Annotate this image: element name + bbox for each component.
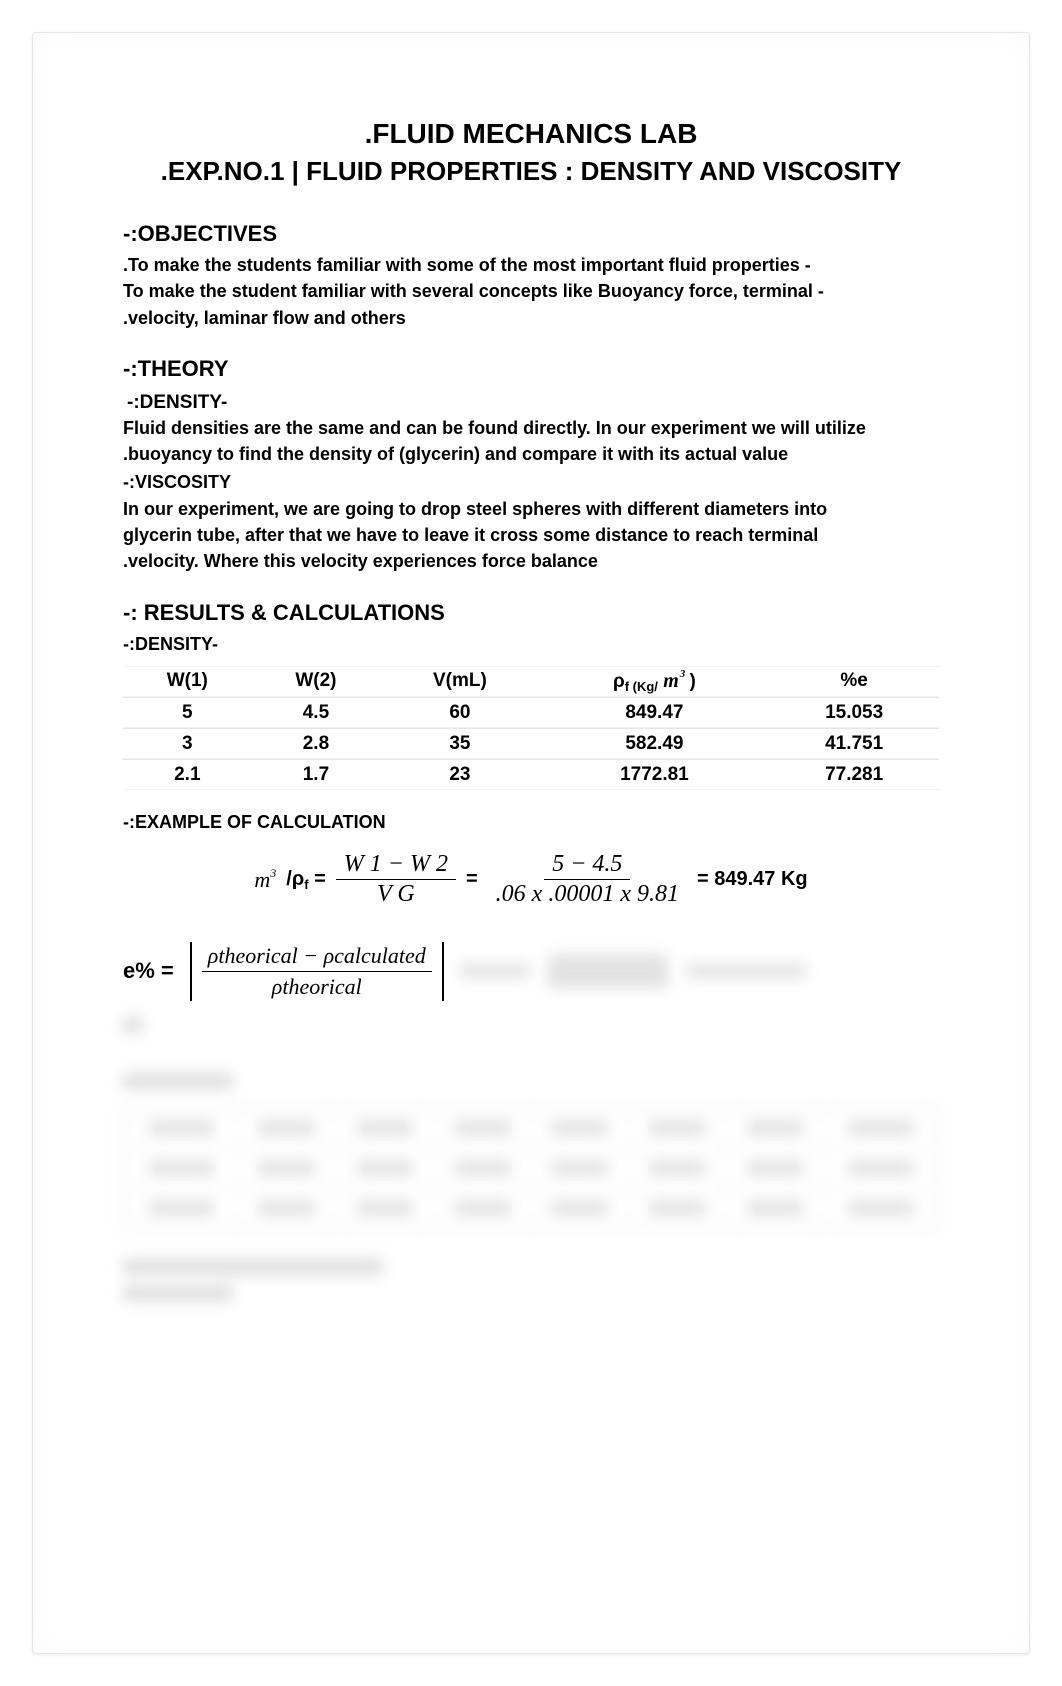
eq-frac1-den: V G	[369, 880, 423, 907]
heading-results: -: RESULTS & CALCULATIONS	[123, 600, 939, 626]
cell: 23	[380, 759, 539, 790]
cell: 2.8	[252, 728, 381, 759]
rho-sub: f (Kg/	[625, 679, 658, 694]
cell: 77.281	[769, 759, 939, 790]
blurred-remainder	[123, 1017, 939, 1301]
eq-sup3: 3	[270, 866, 276, 880]
density-table-body: 5 4.5 60 849.47 15.053 3 2.8 35 582.49 4…	[123, 697, 939, 790]
cell: 35	[380, 728, 539, 759]
table-row: 3 2.8 35 582.49 41.751	[123, 728, 939, 759]
eq-rho-prefix: /ρ	[286, 868, 304, 890]
unit-p3: 3	[680, 668, 686, 680]
col-e: %e	[769, 666, 939, 697]
heading-objectives: -:OBJECTIVES	[123, 221, 939, 247]
theory-viscosity-line: .velocity. Where this velocity experienc…	[123, 549, 939, 573]
cell: 4.5	[252, 697, 381, 728]
cell: 60	[380, 697, 539, 728]
cell: 849.47	[540, 697, 770, 728]
eq-frac2-den: .06 x .00001 x 9.81	[488, 880, 687, 907]
density-table: W(1) W(2) V(mL) ρf (Kg/ m3 ) %e 5	[123, 666, 939, 790]
theory-viscosity-line: In our experiment, we are going to drop …	[123, 497, 939, 521]
title-sub: .EXP.NO.1 | FLUID PROPERTIES : DENSITY A…	[123, 156, 939, 187]
equation-error: e% = ρtheorical − ρcalculated ρtheorical	[123, 942, 939, 1001]
objective-line: To make the student familiar with severa…	[123, 279, 939, 303]
table-row: 2.1 1.7 23 1772.81 77.281	[123, 759, 939, 790]
title-main: .FLUID MECHANICS LAB	[123, 118, 939, 150]
col-w1: W(1)	[123, 666, 252, 697]
eq-m: m	[254, 867, 270, 892]
eq-result: = 849.47 Kg	[697, 868, 808, 891]
subheading-viscosity: -:VISCOSITY	[123, 470, 939, 494]
table-row: 5 4.5 60 849.47 15.053	[123, 697, 939, 728]
cell: 582.49	[540, 728, 770, 759]
table-header-row: W(1) W(2) V(mL) ρf (Kg/ m3 ) %e	[123, 666, 939, 697]
col-w2: W(2)	[252, 666, 381, 697]
rho-close: )	[690, 671, 696, 692]
cell: 5	[123, 697, 252, 728]
eq-equals2: =	[466, 868, 478, 891]
err-num: ρtheorical − ρcalculated	[202, 944, 432, 972]
eq-equals: =	[314, 868, 326, 890]
rho-symbol: ρ	[613, 671, 625, 692]
page-wrap: .FLUID MECHANICS LAB .EXP.NO.1 | FLUID P…	[0, 0, 1062, 1686]
objective-line: .To make the students familiar with some…	[123, 253, 939, 277]
col-rho: ρf (Kg/ m3 )	[540, 666, 770, 697]
objective-line: .velocity, laminar flow and others	[123, 306, 939, 330]
eq-rho-sub: f	[304, 877, 308, 892]
subheading-density: -:DENSITY-	[127, 392, 939, 414]
cell: 1.7	[252, 759, 381, 790]
example-heading: -:EXAMPLE OF CALCULATION	[123, 810, 939, 834]
cell: 1772.81	[540, 759, 770, 790]
err-den: ρtheorical	[266, 972, 368, 999]
unit-m: m	[663, 670, 679, 692]
theory-density-line: .buoyancy to find the density of (glycer…	[123, 442, 939, 466]
theory-density-line: Fluid densities are the same and can be …	[123, 416, 939, 440]
theory-viscosity-line: glycerin tube, after that we have to lea…	[123, 523, 939, 547]
equation-density: m3 /ρf = W 1 − W 2 V G = 5 − 4.5 .06 x .…	[123, 852, 939, 907]
cell: 41.751	[769, 728, 939, 759]
heading-theory: -:THEORY	[123, 356, 939, 382]
document-sheet: .FLUID MECHANICS LAB .EXP.NO.1 | FLUID P…	[32, 32, 1030, 1654]
col-v: V(mL)	[380, 666, 539, 697]
subheading-density-results: -:DENSITY-	[123, 632, 939, 656]
eq-frac1-num: W 1 − W 2	[336, 852, 456, 880]
blurred-table	[123, 1107, 939, 1229]
eq-frac2-num: 5 − 4.5	[544, 852, 630, 880]
cell: 15.053	[769, 697, 939, 728]
cell: 2.1	[123, 759, 252, 790]
cell: 3	[123, 728, 252, 759]
error-label: e% =	[123, 958, 174, 984]
